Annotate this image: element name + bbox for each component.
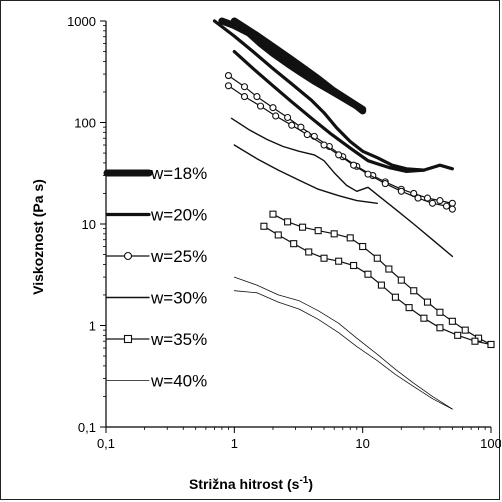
series-w25-line-2-point	[272, 112, 280, 120]
series-w35-line-2-point	[305, 248, 313, 256]
series-w35-line-2-point	[487, 340, 495, 349]
legend-item-w35-label: w=35%	[150, 330, 207, 349]
series-w25-line-point	[240, 83, 249, 91]
series-w35-line-point	[284, 218, 292, 226]
series-w35-line-2-point	[471, 337, 479, 345]
series-w40-line-2	[233, 290, 453, 410]
series-w35-line-point	[436, 308, 444, 316]
series-w25-line-2-point	[397, 187, 405, 195]
x-tick-label: 1	[231, 436, 238, 451]
series-w35-line	[272, 213, 492, 346]
series-w25-line-2-point	[381, 180, 389, 188]
series-w25-line-point	[253, 93, 261, 101]
series-w25-line-2-point	[414, 194, 422, 202]
series-w35-line-2-point	[274, 231, 282, 239]
series-w25-line-point	[436, 197, 444, 205]
axes: 0,1 1 10 100 0,1 1 10 100 1000	[67, 14, 501, 451]
series-w25-line-2-point	[256, 102, 265, 110]
legend-item-w30-label: w=30%	[150, 289, 207, 308]
series-w35-line-point	[385, 265, 393, 273]
x-tick-label: 100	[480, 436, 501, 451]
series-w35-line-2-point	[364, 270, 372, 278]
series-w25-line-point	[448, 199, 456, 207]
series-w25-line-point	[269, 104, 277, 112]
series-w35-line-point	[423, 298, 432, 306]
series-w35-line-point	[346, 234, 354, 242]
series-w35-line-2-point	[320, 254, 328, 262]
series-w35-line-2-point	[350, 261, 358, 270]
series-w35-line-point	[359, 242, 367, 251]
y-tick-label: 10	[82, 217, 96, 232]
legend-item-w40-label: w=40%	[150, 372, 207, 391]
series-w35-line-point	[397, 276, 405, 284]
series-w35-line-2	[263, 225, 492, 346]
x-axis-title: Strižna hitrost (s-1)	[189, 475, 313, 492]
series-w25-line-2-point	[288, 121, 296, 129]
y-tick-label: 0,1	[78, 420, 96, 435]
y-tick-label: 1000	[67, 14, 96, 29]
series-w35-line-point	[298, 223, 307, 231]
legend-item-w35-marker	[123, 334, 133, 344]
series-w35-line-point	[410, 287, 418, 295]
series-w18-line-2	[230, 17, 367, 113]
series-w40-line	[233, 276, 453, 410]
series-w35-line-2-point	[335, 257, 343, 265]
series-w35-line-point	[269, 210, 277, 218]
x-tick-label: 0,1	[97, 436, 115, 451]
series-w30-line-2	[233, 144, 378, 205]
series-w35-line-point	[330, 230, 338, 238]
series-w35-line-2-point	[290, 240, 298, 248]
series-w25-line-2	[227, 85, 453, 210]
series-w25-line-point	[224, 72, 233, 80]
y-tick-label: 1	[89, 319, 96, 334]
series-w35-line-2-point	[377, 281, 385, 289]
series-w35-line-2-point	[454, 331, 462, 339]
legend-item-w18-label: w=18%	[150, 164, 207, 183]
series-w35-line-point	[314, 227, 322, 235]
series-w35-line-2-point	[420, 314, 428, 322]
series-w35-line-2-point	[405, 304, 413, 312]
series-w20-line-2	[232, 49, 426, 173]
x-tick-label: 10	[355, 436, 369, 451]
series-layer	[212, 17, 495, 410]
series-w35-line-point	[448, 317, 456, 325]
series-w35-line-2-point	[391, 293, 399, 301]
y-axis-title: Viskoznost (Pa s)	[30, 179, 46, 295]
series-w25-line-2-point	[303, 131, 311, 139]
series-w30-line	[230, 117, 454, 258]
series-w25-line-2-point	[364, 170, 372, 178]
legend-item-w25-marker	[123, 251, 133, 261]
legend: w=18% w=20% w=25% w=30% w=35% w=40%	[103, 164, 207, 391]
series-w25-line-2-point	[442, 202, 451, 210]
series-w25-line-2-point	[224, 82, 233, 90]
series-w35-line-point	[461, 326, 469, 334]
series-w35-line-2-point	[436, 324, 444, 332]
series-w25-line-2-point	[335, 151, 343, 159]
series-w25-line-2-point	[448, 205, 456, 213]
series-w25-line-2-point	[320, 141, 328, 149]
legend-item-w20-label: w=20%	[150, 206, 207, 225]
series-w35-line-2-point	[260, 222, 268, 230]
series-w25-line-2-point	[240, 93, 249, 101]
series-w35-line-point	[373, 254, 381, 262]
series-w25-line-2-point	[428, 199, 437, 207]
legend-item-w25-label: w=25%	[150, 247, 207, 266]
series-w25-line-point	[284, 113, 292, 122]
series-w25-line-2-point	[350, 161, 358, 169]
y-tick-label: 100	[74, 116, 96, 131]
